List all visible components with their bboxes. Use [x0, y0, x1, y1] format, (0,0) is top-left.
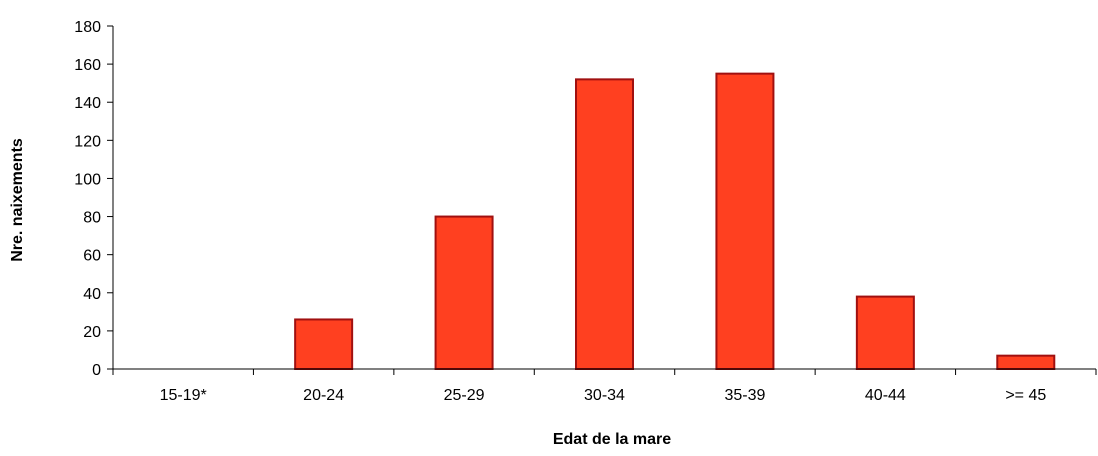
x-tick-label: 40-44	[865, 387, 906, 404]
y-tick-label: 120	[74, 133, 101, 150]
bars	[294, 72, 1056, 371]
y-tick-label: 100	[74, 171, 101, 188]
y-tick-label: 80	[83, 210, 101, 227]
bar-6	[996, 354, 1056, 370]
y-axis-ticks: 0 20 40 60 80 100 120 140 160 180	[74, 19, 113, 379]
x-tick-label: 20-24	[303, 387, 344, 404]
x-tick-label: 30-34	[584, 387, 625, 404]
y-tick-label: 60	[83, 248, 101, 265]
y-tick-label: 0	[92, 362, 101, 379]
y-tick-label: 40	[83, 286, 101, 303]
x-axis-title: Edat de la mare	[553, 431, 671, 448]
y-axis-title: Nre. naixements	[9, 138, 26, 262]
y-tick-label: 180	[74, 19, 101, 36]
y-tick-label: 160	[74, 57, 101, 74]
bar-3	[575, 78, 634, 370]
y-tick-label: 20	[83, 324, 101, 341]
bar-2	[434, 215, 494, 370]
x-tick-label: 35-39	[724, 387, 765, 404]
bar-1	[294, 318, 354, 371]
bar-4	[715, 72, 775, 370]
x-tick-label: 15-19*	[160, 387, 207, 404]
x-tick-label: >= 45	[1005, 387, 1046, 404]
x-tick-label: 25-29	[444, 387, 485, 404]
bar-5	[855, 295, 915, 371]
x-axis-tick-labels: 15-19* 20-24 25-29 30-34 35-39 40-44 >= 45	[112, 369, 1097, 404]
y-tick-label: 140	[74, 95, 101, 112]
